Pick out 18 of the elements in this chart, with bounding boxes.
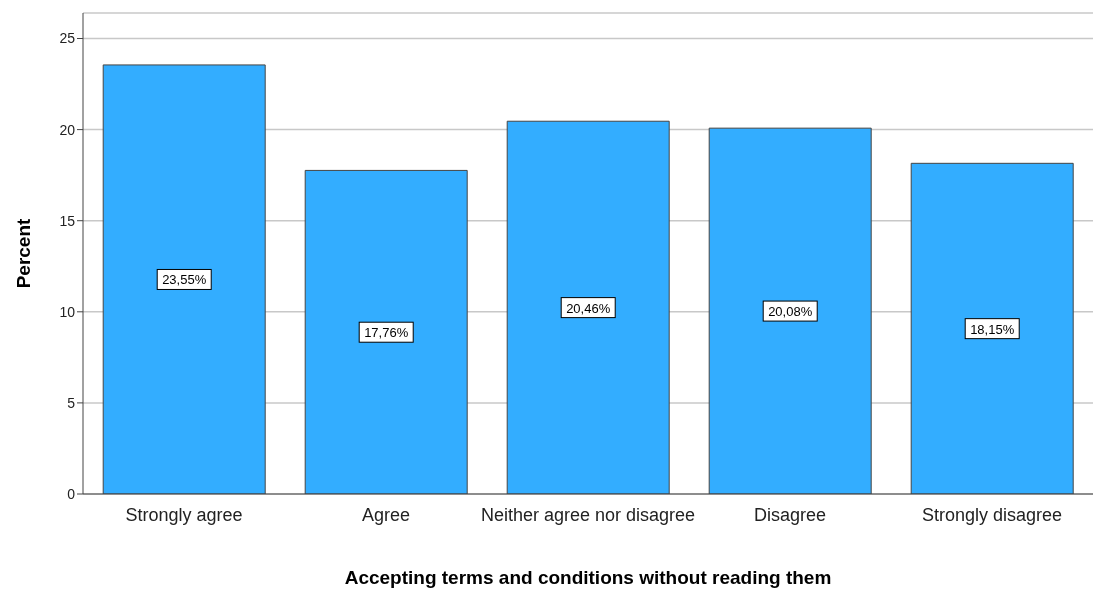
data-label: 20,46% xyxy=(566,300,611,316)
y-axis-title: Percent xyxy=(12,217,34,289)
y-tick-label: 20 xyxy=(59,121,76,138)
data-label: 23,55% xyxy=(162,272,207,288)
x-tick-label: Disagree xyxy=(753,504,827,525)
x-tick-label: Strongly agree xyxy=(125,504,243,525)
x-axis-title: Accepting terms and conditions without reading them xyxy=(344,567,832,588)
y-tick-label: 0 xyxy=(67,485,76,502)
data-label: 20,08% xyxy=(768,304,813,320)
data-label: 18,15% xyxy=(970,321,1015,337)
y-tick-label: 15 xyxy=(59,212,76,229)
x-tick-label: Agree xyxy=(361,504,411,525)
x-tick-label: Neither agree nor disagree xyxy=(480,504,696,525)
x-tick-label: Strongly disagree xyxy=(921,504,1063,525)
y-tick-label: 25 xyxy=(59,30,76,47)
data-label: 17,76% xyxy=(364,325,409,341)
y-tick-label: 5 xyxy=(67,394,76,411)
y-tick-label: 10 xyxy=(59,303,76,320)
